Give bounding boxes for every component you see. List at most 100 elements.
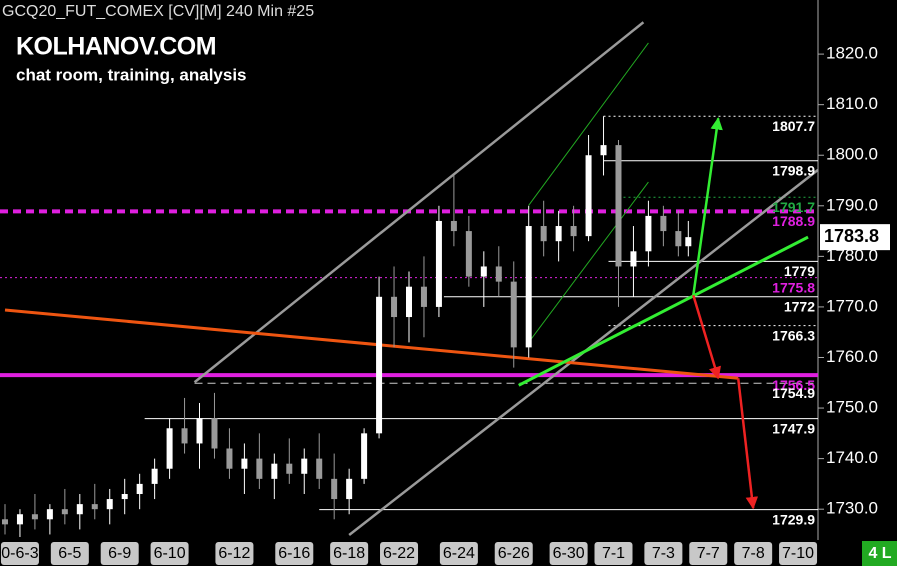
trendline [528, 181, 649, 343]
y-tick-label: 1780.0 [826, 246, 878, 265]
x-tick-bg [779, 542, 818, 565]
x-tick-bg [150, 542, 189, 565]
candle-body [136, 483, 143, 495]
x-tick-label: 6-18 [333, 545, 365, 562]
x-tick-label: 7-8 [742, 545, 765, 562]
arrow [692, 294, 721, 380]
x-tick-label: 6-24 [443, 545, 475, 562]
x-tick-bg [594, 542, 633, 565]
candle-body [16, 514, 23, 525]
candle-body [540, 226, 547, 242]
level-label: 1729.9 [772, 511, 815, 527]
x-tick-label: 0-6-3 [1, 545, 38, 562]
subtitle: chat room, training, analysis [16, 65, 247, 84]
y-tick-label: 1750.0 [826, 398, 878, 417]
x-tick-label: 7-1 [602, 545, 625, 562]
level-label: 1772 [784, 299, 815, 315]
candle-body [406, 286, 412, 318]
candle-body [46, 509, 53, 520]
x-tick-bg [549, 542, 588, 565]
x-tick-label: 6-16 [278, 545, 310, 562]
y-tick-label: 1760.0 [826, 347, 878, 366]
x-tick-bg [100, 542, 139, 565]
candle-body [525, 226, 532, 348]
level-label: 1798.9 [772, 162, 815, 178]
level-label: 1775.8 [772, 279, 815, 295]
candle-body [106, 499, 113, 510]
candle-body [316, 458, 323, 479]
candle-body [61, 509, 68, 515]
candle-body [226, 448, 233, 469]
level-label: 1791.7 [772, 199, 815, 215]
level-label: 1756.5 [772, 377, 815, 393]
x-tick-bg [689, 542, 728, 565]
x-tick-label: 6-10 [154, 545, 186, 562]
x-tick-bg [50, 542, 89, 565]
y-tick-label: 1730.0 [826, 499, 878, 518]
x-tick-bg [380, 542, 419, 565]
candle-body [211, 418, 218, 449]
x-tick-bg [330, 542, 369, 565]
level-label: 1747.9 [772, 420, 815, 436]
candle-body [151, 468, 158, 484]
candle-body [555, 226, 562, 242]
candle-body [645, 215, 652, 252]
candle-body [660, 215, 667, 232]
x-tick-label: 6-9 [108, 545, 131, 562]
y-tick-label: 1770.0 [826, 296, 878, 315]
x-tick-label: 7-3 [652, 545, 675, 562]
level-label: 1779 [784, 263, 815, 279]
x-tick-label: 7-7 [697, 545, 720, 562]
candle-body [585, 155, 592, 237]
last-price-box [820, 224, 890, 251]
candle-body [495, 266, 502, 282]
candle-body [630, 251, 637, 267]
x-tick-bg [439, 542, 478, 565]
y-tick-label: 1740.0 [826, 448, 878, 467]
y-tick-label: 1810.0 [826, 94, 878, 113]
x-tick-bg [0, 542, 39, 565]
candle-body [91, 504, 98, 510]
candle-body [301, 458, 308, 474]
candle-body [166, 428, 173, 469]
x-tick-bg [275, 542, 314, 565]
level-label: 1807.7 [772, 118, 815, 134]
candle-body [196, 418, 203, 444]
last-price-label: 1783.8 [824, 226, 879, 246]
candle-body [361, 433, 368, 479]
candle-body [465, 231, 472, 277]
candle-body [615, 145, 622, 267]
candle-body [420, 286, 427, 307]
candle-body [376, 296, 383, 434]
candle-body [675, 231, 682, 247]
level-label: 1766.3 [772, 327, 815, 343]
x-tick-bg [215, 542, 254, 565]
candle-body [450, 220, 457, 232]
x-tick-label: 6-30 [553, 545, 585, 562]
corner-box [862, 541, 897, 566]
x-tick-label: 6-22 [383, 545, 415, 562]
x-tick-label: 6-26 [498, 545, 530, 562]
x-tick-label: 7-10 [782, 545, 814, 562]
trendline [518, 235, 809, 387]
x-tick-bg [644, 542, 683, 565]
x-tick-label: 6-12 [218, 545, 250, 562]
candle-body [241, 458, 248, 469]
candle-body [346, 478, 353, 500]
level-label: 1754.9 [772, 385, 815, 401]
trendline [528, 42, 649, 206]
candle-body [256, 458, 263, 479]
y-tick-label: 1820.0 [826, 44, 878, 63]
candle-body [435, 220, 442, 307]
x-tick-bg [494, 542, 533, 565]
x-tick-bg [734, 542, 773, 565]
arrow [736, 378, 759, 510]
candle-body [181, 428, 188, 444]
trendline [4, 308, 739, 380]
corner-label: 4 L [868, 545, 891, 562]
candle-body [76, 504, 83, 515]
candle-body [121, 494, 128, 500]
